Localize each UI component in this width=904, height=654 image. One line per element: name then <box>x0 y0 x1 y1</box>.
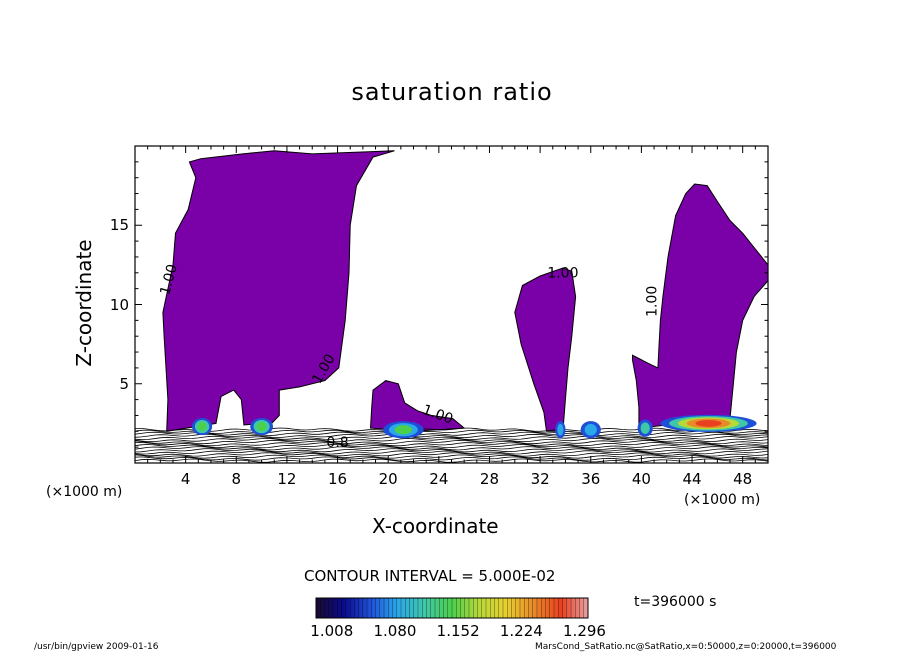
x-tick-label: 8 <box>231 470 242 488</box>
x-unit-label-right: (×1000 m) <box>684 492 761 508</box>
contour-label: 1.00 <box>547 266 578 282</box>
saturation-patch <box>394 425 413 435</box>
cloud-4 <box>632 183 769 429</box>
surface-contour-line <box>134 437 769 443</box>
colorbar-tick-label: 1.224 <box>499 622 543 640</box>
surface-contour-line <box>134 448 769 453</box>
surface-contour-line <box>134 450 769 455</box>
surface-contour-line <box>134 431 769 436</box>
surface-contour-line <box>135 427 769 432</box>
contour-interval-text: CONTOUR INTERVAL = 5.000E-02 <box>304 567 556 585</box>
contour-label: 0.8 <box>326 435 348 451</box>
saturation-patch <box>557 423 564 436</box>
cloud-1 <box>162 150 395 432</box>
y-axis-title: Z-coordinate <box>72 239 96 367</box>
cloud-regions <box>162 150 769 432</box>
surface-contour-line <box>134 433 769 439</box>
x-tick-label: 16 <box>328 470 348 488</box>
saturation-patch <box>640 422 650 434</box>
x-tick-label: 32 <box>530 470 550 488</box>
colorbar-tick-label: 1.296 <box>563 622 606 640</box>
x-tick-label: 36 <box>581 470 601 488</box>
footer-right: MarsCond_SatRatio.nc@SatRatio,x=0:50000,… <box>535 642 837 652</box>
surface-contour-line <box>134 441 769 447</box>
contour-label: 1.00 <box>157 263 181 297</box>
surface-contour-line <box>134 435 769 441</box>
surface-contour-line <box>134 452 769 457</box>
surface-contour-line <box>134 439 769 445</box>
colorbar-tick-label: 1.008 <box>310 622 354 640</box>
x-unit-label-left: (×1000 m) <box>46 484 123 500</box>
y-tick-label: 10 <box>109 295 129 314</box>
footer-left: /usr/bin/gpview 2009-01-16 <box>34 642 159 652</box>
colorbar-tick-label: 1.080 <box>373 622 417 640</box>
y-tick-label: 5 <box>119 374 129 393</box>
time-label: t=396000 s <box>634 594 717 610</box>
surface-contour-line <box>134 456 769 461</box>
high-saturation-patches <box>191 414 757 439</box>
x-tick-label: 44 <box>682 470 702 488</box>
x-tick-label: 28 <box>479 470 500 488</box>
x-tick-label: 12 <box>277 470 297 488</box>
surface-contour-line <box>134 429 769 434</box>
x-axis-title: X-coordinate <box>372 514 499 538</box>
y-tick-label: 15 <box>109 216 129 235</box>
x-tick-label: 48 <box>733 470 753 488</box>
x-tick-label: 24 <box>429 470 449 488</box>
cloud-3 <box>514 267 577 432</box>
saturation-patch <box>584 423 597 436</box>
surface-contour-line <box>134 444 769 449</box>
saturation-patch <box>256 421 267 432</box>
x-tick-label: 20 <box>378 470 398 488</box>
surface-contour-line <box>134 446 769 451</box>
axis-ticks <box>135 146 768 463</box>
contour-label: 1.00 <box>645 286 661 317</box>
saturation-patch <box>695 419 722 427</box>
saturation-patch <box>197 421 207 432</box>
x-tick-label: 40 <box>631 470 651 488</box>
chart-title: saturation ratio <box>351 78 553 106</box>
x-tick-label: 4 <box>180 470 191 488</box>
surface-contour-line <box>134 454 769 459</box>
colorbar <box>315 597 589 619</box>
colorbar-tick-label: 1.152 <box>436 622 480 640</box>
